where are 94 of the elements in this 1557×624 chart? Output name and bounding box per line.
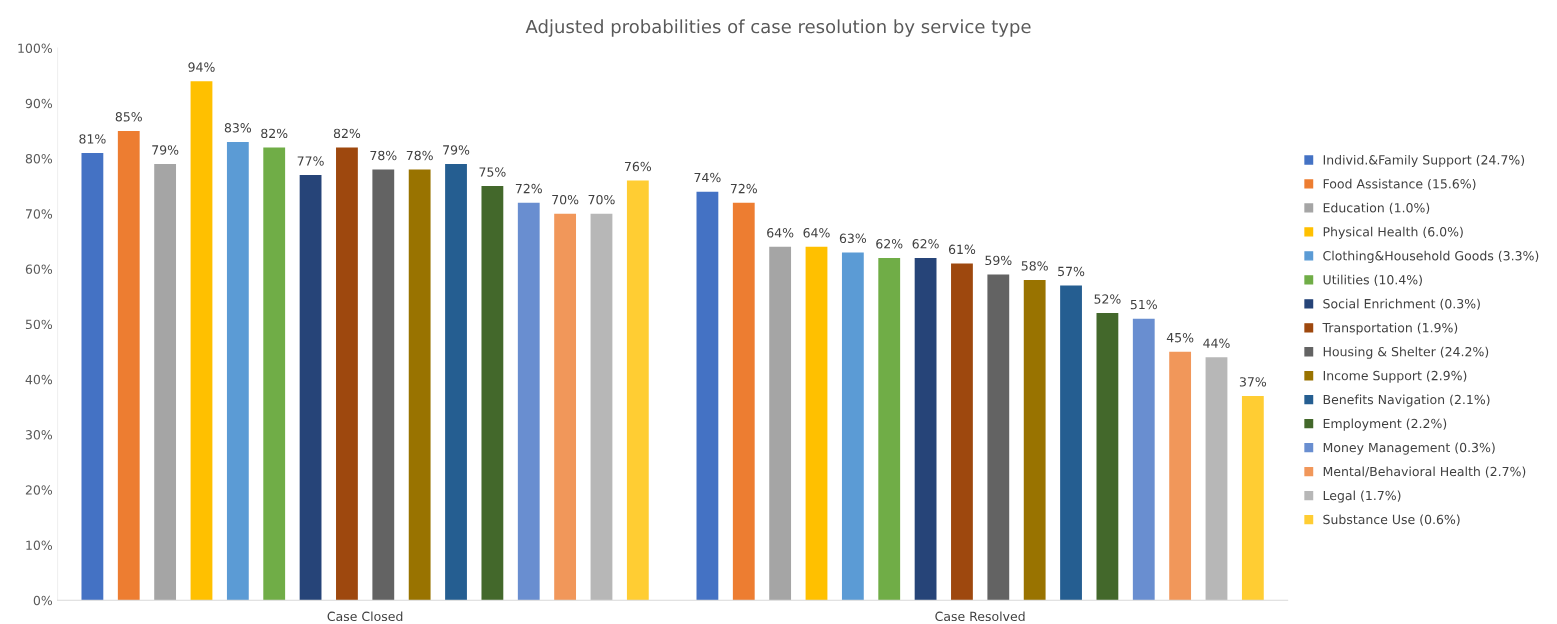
bar [1169,351,1192,601]
bar [1205,357,1228,601]
legend-label: Employment (2.2%) [1323,418,1447,431]
data-label: 57% [1058,266,1085,277]
chart-title: Adjusted probabilities of case resolution by service type [525,19,1031,37]
bar [1241,395,1264,601]
bar [1132,318,1155,601]
bar [626,180,649,601]
data-label: 44% [1203,338,1230,348]
data-label: 63% [839,233,867,244]
y-tick-label: 100% [18,43,53,53]
bar [914,257,937,601]
bar [81,152,104,601]
data-label: 75% [479,167,506,177]
data-label: 72% [730,183,757,194]
data-label: 85% [115,112,142,122]
bar [117,130,140,601]
legend-label: Physical Health (6.0%) [1323,226,1463,239]
data-label: 61% [948,244,976,255]
data-label: 79% [152,145,179,155]
y-tick-label: 90% [25,98,53,109]
bar [154,164,177,601]
bar [696,191,719,601]
bar [805,246,828,601]
data-label: 37% [1239,377,1267,387]
legend-label: Mental/Behavioral Health (2.7%) [1323,466,1526,478]
bar [517,202,540,601]
legend-label: Benefits Navigation (2.1%) [1323,394,1490,407]
legend-label: Food Assistance (15.6%) [1323,178,1476,191]
legend-label: Education (1.0%) [1323,202,1430,214]
legend-label: Individ.&Family Support (24.7%) [1323,154,1525,167]
y-tick-label: 80% [25,153,53,164]
bar [841,252,864,601]
data-label: 58% [1021,261,1048,271]
data-label: 62% [876,239,903,249]
data-label: 70% [552,194,579,205]
bar [190,81,213,601]
legend-label: Substance Use (0.6%) [1323,514,1460,526]
y-tick-label: 60% [25,264,53,274]
x-tick-label: Case Resolved [935,611,1025,622]
bar [554,213,577,601]
y-tick-label: 10% [26,540,53,550]
bar [408,169,431,601]
legend-label: Transportation (1.9%) [1322,322,1458,335]
bar [590,213,613,601]
bar [1060,285,1082,601]
bar [1023,279,1046,601]
bar [1096,313,1119,601]
data-label: 76% [624,161,652,172]
data-label: 77% [297,156,324,166]
legend-label: Legal (1.7%) [1323,490,1401,503]
data-label: 64% [767,228,794,238]
data-label: 79% [443,145,470,155]
data-label: 72% [515,183,542,194]
data-label: 52% [1094,294,1121,304]
bar [732,202,755,601]
data-label: 45% [1166,332,1194,343]
bar [481,186,504,601]
data-label: 51% [1130,299,1157,310]
y-tick-label: 70% [25,209,53,219]
data-label: 82% [333,128,361,139]
x-tick-label: Case Closed [327,611,403,622]
data-label: 78% [406,150,433,161]
bar [951,263,973,601]
data-label: 81% [79,134,106,144]
y-tick-label: 0% [33,595,53,606]
data-label: 64% [803,228,830,238]
data-label: 74% [694,172,721,183]
data-label: 59% [985,255,1012,266]
legend-label: Housing & Shelter (24.2%) [1323,346,1489,359]
y-tick-label: 50% [25,319,53,330]
bar [878,257,901,601]
bar [445,164,467,601]
data-label: 94% [188,62,215,72]
bar [769,246,792,601]
bar [372,169,395,601]
legend-label: Utilities (10.4%) [1323,274,1422,286]
bar [263,147,286,601]
y-tick-label: 20% [25,485,53,495]
data-label: 83% [224,123,252,133]
bar [299,175,322,601]
legend-label: Income Support (2.9%) [1323,370,1467,383]
y-tick-label: 40% [25,374,53,385]
data-label: 62% [912,239,939,249]
bar [987,274,1010,601]
data-label: 82% [261,128,288,139]
data-label: 70% [588,194,615,205]
y-tick-label: 30% [25,430,53,440]
data-label: 78% [370,150,397,161]
bar [336,147,358,601]
legend-label: Social Enrichment (0.3%) [1323,298,1480,310]
legend-label: Money Management (0.3%) [1323,442,1495,455]
bar [226,141,249,601]
legend-label: Clothing&Household Goods (3.3%) [1323,250,1539,263]
